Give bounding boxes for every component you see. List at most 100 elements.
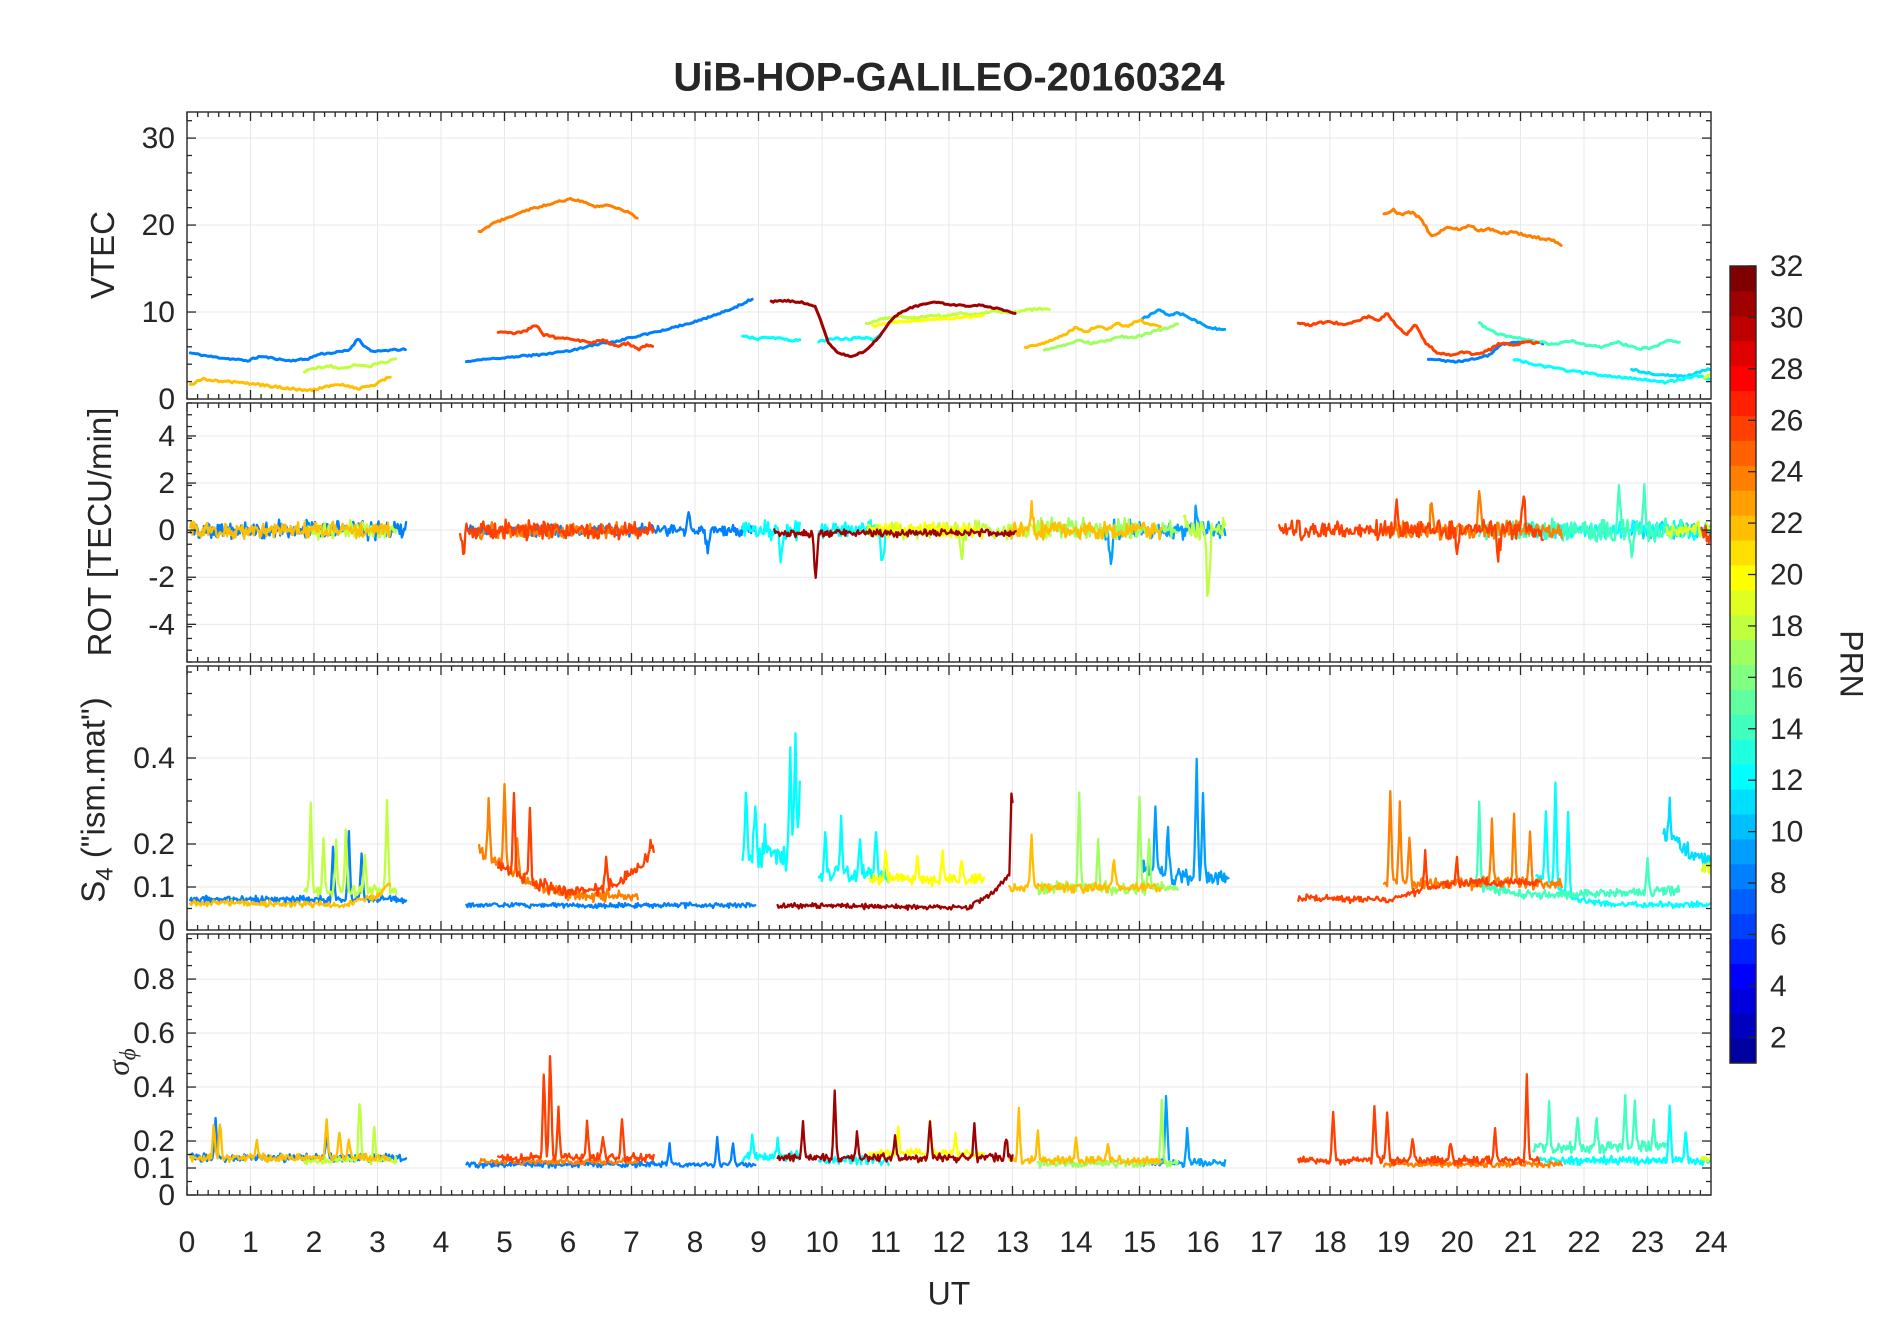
colorbar-label: PRN — [1833, 630, 1870, 698]
colorbar-cell — [1730, 539, 1756, 566]
series-prn-18 — [303, 518, 398, 541]
panel-vtec-grid — [187, 112, 1711, 399]
ytick-label: 0 — [158, 514, 175, 547]
xtick-label: 7 — [623, 1226, 640, 1259]
series-prn-22 — [1023, 318, 1162, 350]
s4-main: S — [74, 880, 112, 903]
colorbar-cell — [1730, 988, 1756, 1014]
series-prn-14 — [1478, 483, 1684, 559]
series-prn-11 — [1662, 796, 1711, 868]
colorbar-cell — [1730, 813, 1756, 840]
colorbar-cell — [1730, 465, 1756, 491]
series-prn-31 — [773, 528, 1017, 579]
panel-s4-series — [189, 732, 1711, 911]
series-prn-22 — [189, 882, 392, 909]
xtick-label: 23 — [1631, 1226, 1664, 1259]
sigma-sub: ϕ — [115, 1048, 141, 1061]
series-prn-12 — [1538, 1104, 1711, 1167]
ytick-label: 0.4 — [133, 1071, 175, 1104]
ytick-label: 0.2 — [133, 1125, 175, 1158]
panel-sigma-series — [189, 1054, 1711, 1170]
colorbar-cell — [1730, 564, 1756, 591]
colorbar-tick-label: 16 — [1770, 661, 1803, 694]
series-prn-18 — [303, 357, 398, 374]
colorbar-cell — [1730, 838, 1756, 865]
s4-suffix: ("ism.mat") — [74, 697, 112, 868]
colorbar-tick-label: 2 — [1770, 1021, 1787, 1054]
xtick-label: 10 — [805, 1226, 838, 1259]
x-axis-label: UT — [927, 1275, 971, 1312]
series-prn-12 — [817, 814, 890, 883]
colorbar-ticks — [1748, 265, 1756, 1038]
series-prn-20 — [868, 849, 986, 888]
ytick-label: 0 — [158, 914, 175, 947]
series-prn-26 — [1278, 495, 1544, 563]
panel-rot-ytick-labels: -4 -2 0 2 4 — [148, 420, 175, 641]
series-prn-24 — [477, 1157, 639, 1166]
y-axis-label-s4: S4 ("ism.mat") — [75, 697, 120, 902]
series-prn-24 — [1382, 207, 1563, 247]
colorbar-cell — [1730, 614, 1756, 641]
colorbar-cell — [1730, 490, 1756, 516]
series-prn-18 — [1182, 514, 1227, 597]
xtick-label: 20 — [1440, 1226, 1473, 1259]
xtick-label: 12 — [932, 1226, 965, 1259]
series-prn-19 — [1703, 372, 1711, 380]
series-prn-9 — [1141, 1094, 1227, 1169]
series-prn-8 — [465, 1135, 757, 1169]
colorbar-cell — [1730, 863, 1756, 890]
series-prn-31 — [769, 298, 1017, 359]
xtick-label: 3 — [369, 1226, 386, 1259]
series-prn-22 — [1008, 1106, 1163, 1166]
ytick-label: 0.1 — [133, 871, 175, 904]
panel-rot-ticks — [186, 402, 1711, 663]
panel-rot-series — [189, 483, 1711, 597]
y-axis-label-vtec: VTEC — [84, 211, 122, 299]
series-prn-11 — [1630, 367, 1711, 379]
colorbar-tick-label: 32 — [1770, 250, 1803, 283]
series-prn-31 — [776, 1089, 1014, 1164]
colorbar-tick-label: 10 — [1770, 816, 1803, 849]
series-prn-14 — [1474, 800, 1681, 901]
xtick-label: 17 — [1250, 1226, 1283, 1259]
series-prn-9 — [1141, 757, 1230, 887]
xtick-label: 2 — [306, 1226, 323, 1259]
ytick-label: 0.8 — [133, 963, 175, 996]
series-prn-26 — [1296, 312, 1540, 357]
ytick-label: 10 — [142, 296, 175, 329]
series-prn-26 — [497, 791, 655, 899]
colorbar-cell — [1730, 764, 1756, 790]
series-prn-24 — [1382, 789, 1563, 892]
xtick-label: 1 — [242, 1226, 259, 1259]
colorbar-cell — [1730, 739, 1756, 765]
xtick-label: 6 — [560, 1226, 577, 1259]
colorbar-tick-label: 12 — [1770, 764, 1803, 797]
colorbar-tick-label: 14 — [1770, 713, 1803, 746]
colorbar-cell — [1730, 1038, 1756, 1064]
colorbar-tick-label: 28 — [1770, 353, 1803, 386]
xtick-label: 0 — [179, 1226, 196, 1259]
panel-s4-ticks — [186, 666, 1711, 931]
series-prn-26 — [1700, 524, 1711, 544]
colorbar-tick-label: 6 — [1770, 918, 1787, 951]
series-prn-24 — [477, 197, 639, 234]
colorbar-tick-label: 20 — [1770, 559, 1803, 592]
panel-sigma-ytick-labels: 00.10.2 0.4 0.6 0.8 — [133, 963, 175, 1212]
series-prn-9 — [1141, 308, 1227, 332]
xtick-label: 19 — [1377, 1226, 1410, 1259]
series-prn-24 — [477, 782, 639, 904]
colorbar-cell — [1730, 963, 1756, 989]
xtick-label: 21 — [1504, 1226, 1537, 1259]
xtick-label: 14 — [1059, 1226, 1092, 1259]
xtick-label: 16 — [1186, 1226, 1219, 1259]
panel-vtec-series — [188, 197, 1711, 393]
series-prn-26 — [496, 324, 654, 352]
ytick-label: 30 — [142, 122, 175, 155]
xtick-label: 18 — [1313, 1226, 1346, 1259]
series-prn-19 — [1700, 1155, 1711, 1163]
panel-sigma: 00.10.2 0.4 0.6 0.8 — [133, 933, 1712, 1212]
colorbar-tick-label: 26 — [1770, 404, 1803, 437]
